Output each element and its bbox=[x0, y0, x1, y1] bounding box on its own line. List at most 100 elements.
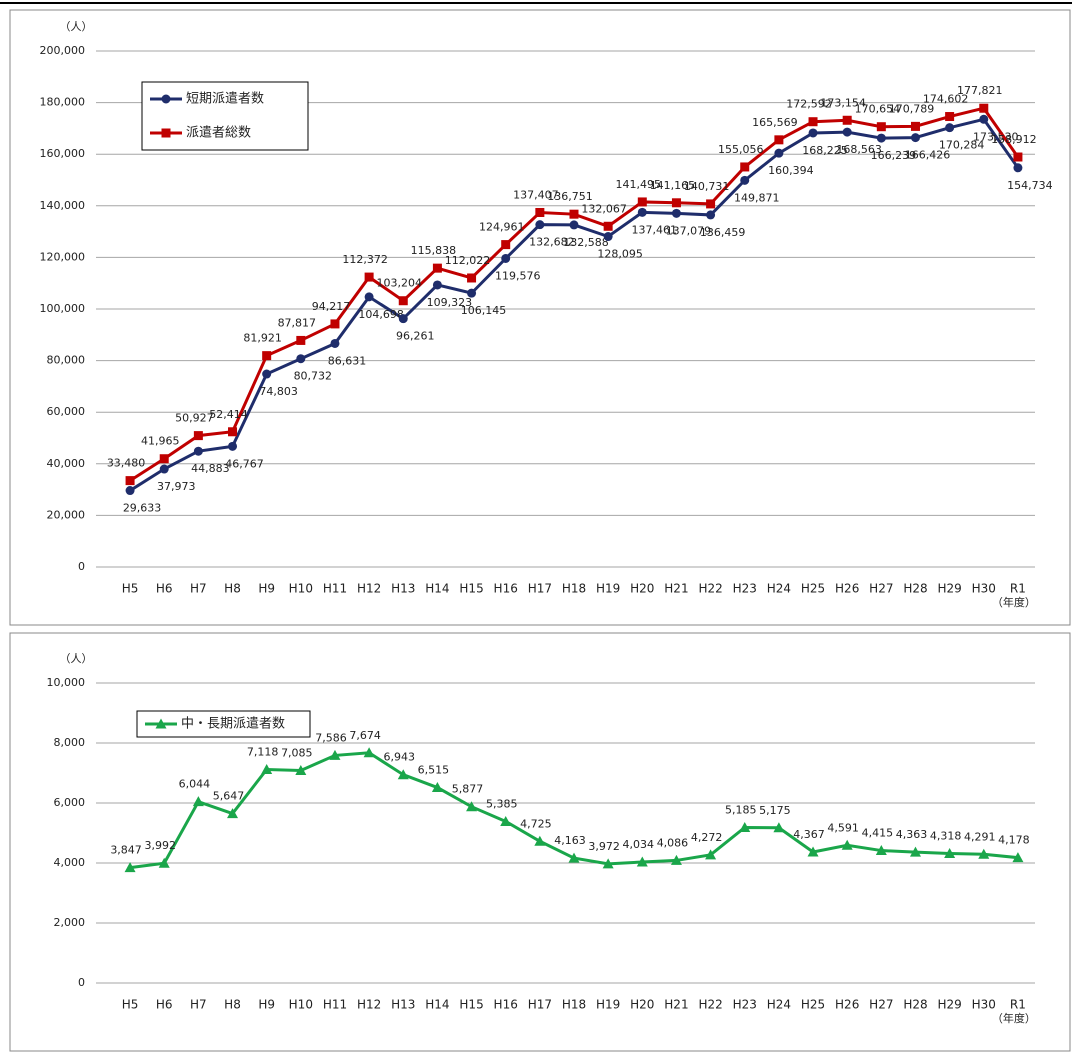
data-label: 106,145 bbox=[461, 304, 507, 317]
data-point bbox=[228, 441, 238, 451]
data-label: 166,239 bbox=[871, 149, 917, 162]
y-tick-label: 20,000 bbox=[47, 508, 86, 521]
data-label: 168,563 bbox=[836, 143, 882, 156]
x-tick-label: H11 bbox=[323, 582, 347, 596]
data-label: 4,591 bbox=[827, 821, 859, 834]
x-tick-label: H25 bbox=[801, 998, 825, 1012]
x-tick-label: H10 bbox=[289, 998, 313, 1012]
x-tick-label: H18 bbox=[562, 582, 586, 596]
data-label: 80,732 bbox=[294, 370, 333, 383]
y-tick-label: 4,000 bbox=[54, 856, 86, 869]
data-point bbox=[636, 856, 648, 867]
data-point bbox=[842, 115, 852, 125]
y-tick-label: 140,000 bbox=[40, 199, 86, 212]
x-tick-label: H15 bbox=[459, 582, 483, 596]
data-label: 136,751 bbox=[547, 190, 593, 203]
data-label: 4,363 bbox=[896, 828, 928, 841]
data-point bbox=[603, 232, 613, 242]
data-point bbox=[431, 782, 443, 793]
data-point bbox=[945, 123, 955, 133]
data-label: 160,394 bbox=[768, 164, 814, 177]
data-label: 4,163 bbox=[554, 834, 586, 847]
data-point bbox=[774, 135, 784, 145]
data-point bbox=[363, 747, 375, 758]
data-label: 86,631 bbox=[328, 354, 367, 367]
x-tick-label: H9 bbox=[258, 998, 275, 1012]
x-tick-label: H28 bbox=[903, 998, 927, 1012]
x-tick-label: H7 bbox=[190, 998, 207, 1012]
data-label: 44,883 bbox=[191, 462, 230, 475]
data-point bbox=[706, 210, 716, 220]
x-tick-label: H15 bbox=[459, 998, 483, 1012]
data-label: 4,318 bbox=[930, 829, 962, 842]
data-point bbox=[979, 103, 989, 113]
data-label: 41,965 bbox=[141, 435, 180, 448]
y-tick-label: 2,000 bbox=[54, 916, 86, 929]
data-label: 104,698 bbox=[358, 308, 404, 321]
x-tick-label: H23 bbox=[733, 998, 757, 1012]
data-label: 5,185 bbox=[725, 803, 757, 816]
x-tick-label: H21 bbox=[664, 582, 688, 596]
data-label: 5,877 bbox=[452, 783, 484, 796]
data-point bbox=[841, 839, 853, 850]
data-label: 4,272 bbox=[691, 831, 723, 844]
data-label: 137,461 bbox=[632, 223, 678, 236]
y-tick-label: 0 bbox=[78, 560, 85, 573]
data-point bbox=[945, 112, 955, 122]
data-point bbox=[637, 207, 647, 217]
x-tick-label: H27 bbox=[869, 998, 893, 1012]
data-point bbox=[295, 764, 307, 775]
data-label: 170,789 bbox=[889, 102, 935, 115]
data-label: 6,044 bbox=[179, 778, 211, 791]
legend-box bbox=[141, 81, 309, 151]
data-label: 46,767 bbox=[225, 457, 264, 470]
x-tick-label: H27 bbox=[869, 582, 893, 596]
data-point bbox=[1013, 163, 1023, 173]
data-label: 87,817 bbox=[278, 316, 317, 329]
x-tick-label: H8 bbox=[224, 582, 241, 596]
data-point bbox=[842, 127, 852, 137]
data-label: 5,175 bbox=[759, 804, 791, 817]
data-label: 29,633 bbox=[123, 502, 162, 515]
data-label: 52,414 bbox=[209, 408, 248, 421]
data-label: 103,204 bbox=[377, 277, 423, 290]
x-tick-label: H6 bbox=[156, 582, 173, 596]
x-tick-label: R1 bbox=[1010, 998, 1026, 1012]
x-tick-label: H5 bbox=[122, 998, 139, 1012]
data-label: 170,284 bbox=[939, 139, 985, 152]
y-tick-label: 0 bbox=[78, 976, 85, 989]
data-point bbox=[875, 845, 887, 856]
data-point bbox=[296, 354, 306, 364]
data-label: 94,217 bbox=[312, 300, 351, 313]
y-axis-unit: （人） bbox=[60, 20, 93, 33]
data-point bbox=[910, 121, 920, 131]
x-tick-label: H16 bbox=[494, 998, 518, 1012]
data-point bbox=[637, 197, 647, 207]
x-tick-label: H6 bbox=[156, 998, 173, 1012]
data-label: 74,803 bbox=[259, 385, 298, 398]
data-point bbox=[603, 221, 613, 231]
x-tick-label: H12 bbox=[357, 998, 381, 1012]
data-point bbox=[398, 314, 408, 324]
x-tick-label: H17 bbox=[528, 582, 552, 596]
x-tick-label: H18 bbox=[562, 998, 586, 1012]
x-tick-label: H17 bbox=[528, 998, 552, 1012]
x-tick-label: H29 bbox=[937, 582, 961, 596]
x-tick-label: H7 bbox=[190, 582, 207, 596]
data-label: 7,674 bbox=[349, 729, 381, 742]
data-label: 3,972 bbox=[588, 840, 620, 853]
data-point bbox=[432, 280, 442, 290]
data-label: 4,178 bbox=[998, 834, 1030, 847]
data-label: 50,927 bbox=[175, 412, 214, 425]
data-label: 3,992 bbox=[144, 839, 176, 852]
data-point bbox=[397, 769, 409, 780]
data-point bbox=[671, 208, 681, 218]
data-point bbox=[910, 133, 920, 143]
x-tick-label: H13 bbox=[391, 998, 415, 1012]
legend-marker bbox=[155, 718, 167, 729]
x-tick-label: H5 bbox=[122, 582, 139, 596]
data-point bbox=[740, 162, 750, 172]
x-tick-label: H26 bbox=[835, 582, 859, 596]
x-axis-unit: （年度） bbox=[992, 1011, 1036, 1025]
